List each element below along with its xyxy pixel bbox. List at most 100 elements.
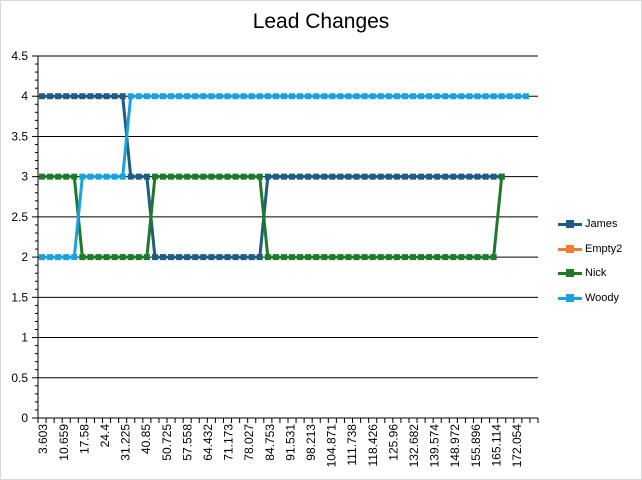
x-tick-label-22: 165.114 bbox=[489, 424, 503, 467]
data-point-james-50 bbox=[442, 173, 449, 180]
data-point-james-36 bbox=[329, 173, 336, 180]
data-point-nick-41 bbox=[369, 254, 376, 261]
data-point-james-13 bbox=[143, 173, 150, 180]
data-point-nick-20 bbox=[200, 173, 207, 180]
data-point-woody-13 bbox=[143, 93, 150, 100]
data-point-nick-38 bbox=[345, 254, 352, 261]
data-point-woody-33 bbox=[305, 93, 312, 100]
data-point-james-29 bbox=[272, 173, 279, 180]
data-point-james-38 bbox=[345, 173, 352, 180]
data-point-nick-5 bbox=[79, 254, 86, 261]
chart-title: Lead Changes bbox=[252, 10, 390, 33]
data-point-woody-45 bbox=[401, 93, 408, 100]
data-point-nick-0 bbox=[39, 173, 46, 180]
data-point-nick-4 bbox=[71, 173, 78, 180]
data-point-woody-38 bbox=[345, 93, 352, 100]
data-point-james-34 bbox=[313, 173, 320, 180]
data-point-james-47 bbox=[418, 173, 425, 180]
data-point-woody-43 bbox=[385, 93, 392, 100]
data-point-nick-6 bbox=[87, 254, 94, 261]
legend-swatch-woody bbox=[558, 292, 582, 304]
data-point-woody-27 bbox=[256, 93, 263, 100]
data-point-james-11 bbox=[127, 173, 134, 180]
data-point-woody-24 bbox=[232, 93, 239, 100]
y-tick-label-5: 2.5 bbox=[11, 210, 28, 224]
data-point-woody-3 bbox=[63, 254, 70, 261]
x-tick-label-1: 10.659 bbox=[57, 424, 71, 461]
data-point-woody-46 bbox=[410, 93, 416, 100]
data-point-nick-27 bbox=[256, 173, 263, 180]
data-point-woody-42 bbox=[377, 93, 384, 100]
data-point-james-20 bbox=[200, 254, 207, 261]
data-point-woody-5 bbox=[79, 173, 86, 180]
x-tick-label-20: 148.972 bbox=[448, 424, 462, 468]
data-point-nick-8 bbox=[103, 254, 110, 261]
data-point-woody-6 bbox=[87, 173, 94, 180]
legend-swatch-james bbox=[558, 218, 582, 230]
data-point-nick-29 bbox=[272, 254, 279, 261]
data-point-james-0 bbox=[39, 93, 46, 100]
data-point-woody-48 bbox=[426, 93, 433, 100]
legend: James Empty2 Nick Woody bbox=[558, 212, 638, 310]
legend-item-nick: Nick bbox=[558, 261, 638, 286]
data-point-james-4 bbox=[71, 93, 78, 100]
data-point-woody-10 bbox=[119, 173, 126, 180]
x-tick-label-11: 84.753 bbox=[263, 424, 277, 461]
data-point-james-24 bbox=[232, 254, 239, 261]
data-point-woody-29 bbox=[272, 93, 279, 100]
data-point-nick-43 bbox=[385, 254, 392, 261]
data-point-nick-55 bbox=[482, 254, 489, 261]
data-point-woody-47 bbox=[418, 93, 425, 100]
data-point-james-10 bbox=[119, 93, 126, 100]
data-point-woody-4 bbox=[71, 254, 78, 261]
data-point-nick-25 bbox=[240, 173, 247, 180]
data-point-woody-59 bbox=[514, 93, 521, 100]
legend-label-james: James bbox=[585, 218, 618, 231]
data-point-james-30 bbox=[280, 173, 287, 180]
x-tick-label-2: 17.58 bbox=[77, 424, 91, 454]
data-point-james-3 bbox=[63, 93, 70, 100]
data-point-woody-50 bbox=[442, 93, 449, 100]
data-point-nick-13 bbox=[143, 254, 150, 261]
data-point-james-32 bbox=[297, 173, 304, 180]
data-point-woody-20 bbox=[200, 93, 207, 100]
data-point-woody-53 bbox=[466, 93, 473, 100]
x-tick-label-12: 91.531 bbox=[283, 424, 297, 461]
data-point-james-56 bbox=[490, 173, 497, 180]
data-point-woody-9 bbox=[111, 173, 118, 180]
data-point-nick-56 bbox=[490, 254, 497, 261]
data-point-nick-19 bbox=[192, 173, 199, 180]
data-point-nick-2 bbox=[55, 173, 62, 180]
data-point-nick-15 bbox=[160, 173, 166, 180]
data-point-nick-3 bbox=[63, 173, 70, 180]
data-point-nick-7 bbox=[95, 254, 102, 261]
data-point-james-5 bbox=[79, 93, 86, 100]
data-point-james-33 bbox=[305, 173, 312, 180]
data-point-woody-56 bbox=[490, 93, 497, 100]
data-point-nick-31 bbox=[289, 254, 296, 261]
data-point-james-23 bbox=[224, 254, 231, 261]
data-point-woody-55 bbox=[482, 93, 489, 100]
legend-swatch-empty2 bbox=[558, 243, 582, 255]
x-tick-label-17: 125.96 bbox=[386, 424, 400, 461]
data-point-woody-57 bbox=[498, 93, 505, 100]
data-point-james-27 bbox=[256, 254, 263, 261]
data-point-woody-19 bbox=[192, 93, 199, 100]
data-point-woody-58 bbox=[506, 93, 513, 100]
legend-swatch-nick bbox=[558, 267, 582, 279]
x-tick-label-23: 172.054 bbox=[510, 424, 524, 468]
data-point-nick-36 bbox=[329, 254, 336, 261]
data-point-woody-2 bbox=[55, 254, 62, 261]
data-point-woody-30 bbox=[280, 93, 287, 100]
data-point-woody-1 bbox=[47, 254, 54, 261]
data-point-james-35 bbox=[321, 173, 328, 180]
data-point-woody-26 bbox=[248, 93, 255, 100]
data-point-nick-9 bbox=[111, 254, 118, 261]
data-point-james-22 bbox=[216, 254, 223, 261]
y-tick-label-2: 1 bbox=[21, 331, 28, 345]
data-point-james-43 bbox=[385, 173, 392, 180]
data-point-nick-40 bbox=[361, 254, 368, 261]
data-point-nick-12 bbox=[135, 254, 142, 261]
data-point-nick-32 bbox=[297, 254, 304, 261]
